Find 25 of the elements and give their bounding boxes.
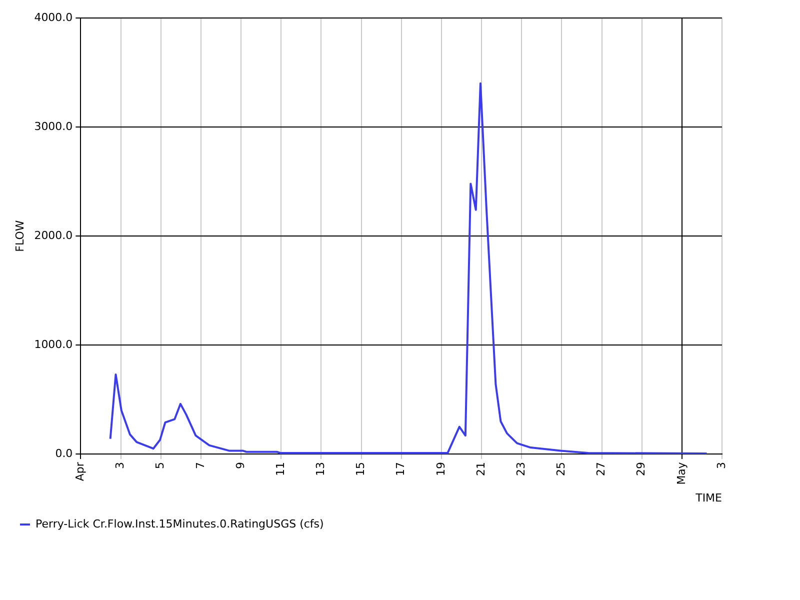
x-tick-label: 7 bbox=[194, 462, 207, 470]
x-tick-label: May bbox=[674, 462, 688, 485]
x-tick-label: 15 bbox=[354, 462, 368, 476]
x-tick-label: 9 bbox=[234, 462, 247, 470]
x-tick-label: 19 bbox=[434, 462, 448, 476]
y-tick-label: 3000.0 bbox=[34, 120, 73, 133]
x-tick-label: 23 bbox=[514, 462, 528, 476]
x-tick-label: 21 bbox=[474, 462, 488, 476]
x-tick-label: 17 bbox=[394, 462, 408, 476]
x-tick-label: 5 bbox=[154, 462, 167, 470]
x-tick-label: 3 bbox=[114, 462, 127, 470]
legend-label: Perry-Lick Cr.Flow.Inst.15Minutes.0.RatingUSGS (cfs) bbox=[36, 517, 324, 530]
x-tick-label: 3 bbox=[714, 462, 728, 470]
x-axis-title: TIME bbox=[694, 491, 722, 504]
y-tick-label: 2000.0 bbox=[34, 228, 73, 242]
x-tick-label: 27 bbox=[594, 462, 608, 476]
x-tick-label: 29 bbox=[634, 462, 648, 476]
x-tick-label: 11 bbox=[274, 462, 287, 476]
y-tick-label: 1000.0 bbox=[34, 338, 73, 351]
y-tick-label: 0.0 bbox=[55, 446, 73, 460]
y-axis-title: FLOW bbox=[13, 220, 26, 252]
y-tick-label: 4000.0 bbox=[34, 10, 73, 24]
x-tick-label: 25 bbox=[554, 462, 568, 476]
x-tick-label: Apr bbox=[74, 462, 87, 482]
x-tick-label: 13 bbox=[314, 462, 328, 476]
